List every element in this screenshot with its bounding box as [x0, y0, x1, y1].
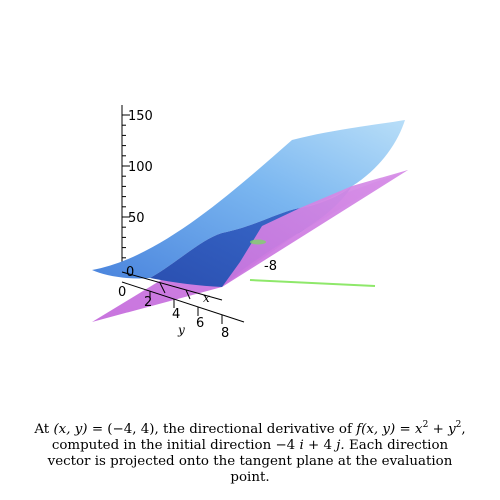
direction-vector — [249, 279, 376, 287]
plot-svg: 150 100 50 x -8 0 — [92, 105, 408, 341]
z-tick-label: 100 — [128, 160, 153, 175]
evaluation-point-mark — [250, 239, 266, 245]
x-tick-label: -8 — [264, 259, 277, 274]
y-tick-label: 6 — [196, 316, 204, 331]
caption-line-2: computed in the initial direction −4 i +… — [51, 438, 449, 453]
y-axis: 0 2 4 6 8 y — [118, 281, 245, 341]
3d-plot: 150 100 50 x -8 0 — [92, 105, 408, 341]
x-axis-name: x — [203, 291, 210, 305]
y-tick-label: 4 — [172, 307, 180, 322]
z-tick-label: 0 — [126, 265, 134, 280]
x-axis: x -8 — [121, 259, 277, 305]
y-axis-name: y — [177, 323, 185, 337]
caption: At (x, y) = (−4, 4), the directional der… — [0, 419, 500, 486]
z-tick-label: 150 — [128, 109, 153, 124]
y-tick-label: 0 — [118, 285, 126, 300]
z-tick-label: 50 — [128, 211, 145, 226]
paraboloid-surface — [92, 120, 405, 279]
caption-line-4: point. — [230, 470, 270, 485]
z-axis: 150 100 50 — [121, 105, 153, 275]
y-tick-label: 2 — [144, 295, 152, 310]
y-tick-label: 8 — [221, 326, 229, 341]
caption-line-3: vector is projected onto the tangent pla… — [47, 454, 453, 469]
caption-line-1: At (x, y) = (−4, 4), the directional der… — [34, 419, 466, 437]
